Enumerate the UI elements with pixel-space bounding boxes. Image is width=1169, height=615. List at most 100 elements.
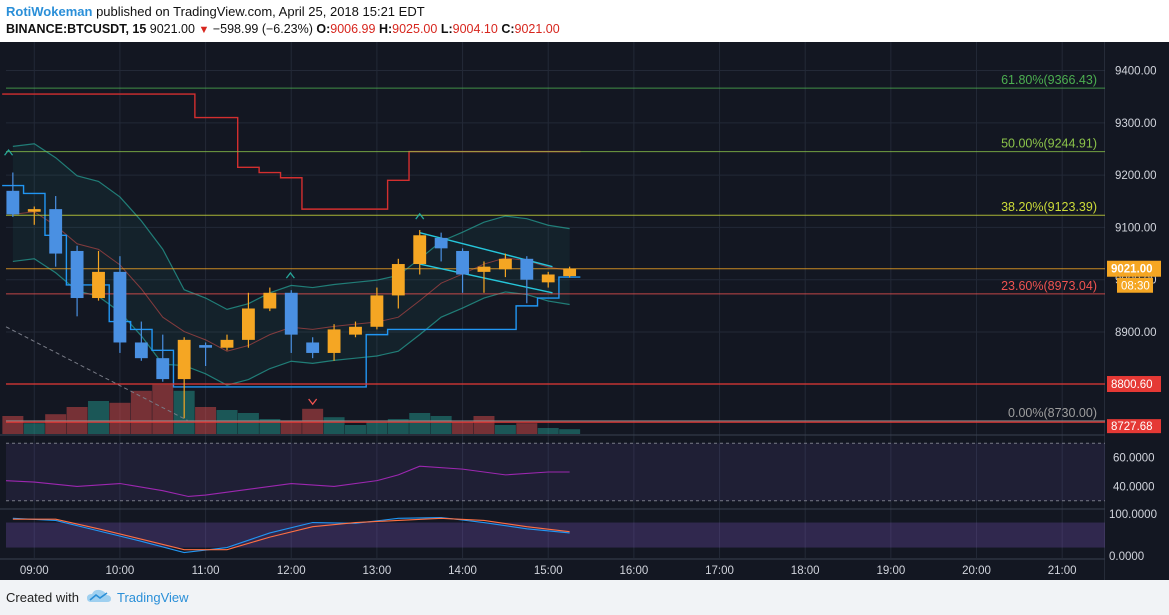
author-link[interactable]: RotiWokeman: [6, 4, 93, 19]
fib-level-label: 0.00%(8730.00): [1008, 406, 1097, 420]
volume-bar: [430, 416, 452, 434]
candle-body: [456, 250, 469, 275]
tradingview-link[interactable]: TradingView: [117, 590, 189, 605]
volume-bar: [130, 390, 152, 434]
time-tick-label: 20:00: [962, 565, 991, 577]
candle-body: [541, 274, 555, 283]
lower-band-line: [12, 258, 570, 386]
candle-body: [477, 266, 491, 272]
candle-body: [220, 339, 234, 348]
volume-bar: [387, 419, 409, 434]
volume-bar: [516, 423, 538, 434]
candle-body: [27, 209, 41, 212]
low-label: L:: [440, 22, 453, 36]
volume-bar: [109, 402, 131, 434]
chart-header: RotiWokeman published on TradingView.com…: [0, 0, 1169, 42]
volume-bar: [23, 423, 45, 434]
fib-level-label: 50.00%(9244.91): [1001, 137, 1097, 151]
high-value: 9025.00: [392, 22, 438, 36]
price-axis[interactable]: 9400.009300.009200.009100.009000.008900.…: [1105, 42, 1169, 580]
buy-signal-icon: [415, 212, 425, 220]
volume-bar: [2, 416, 24, 434]
countdown-badge: [1117, 277, 1153, 293]
volume-bar: [344, 425, 366, 434]
last-price-badge-label: 9021.00: [1111, 264, 1153, 276]
fib-level-label: 61.80%(9366.43): [1001, 73, 1097, 87]
close-value: 9021.00: [514, 22, 560, 36]
price-tick-label: 8900.00: [1115, 327, 1157, 339]
volume-bar: [537, 428, 559, 434]
stoch-k-line: [12, 516, 570, 554]
time-tick-label: 19:00: [876, 565, 905, 577]
open-label: O:: [316, 22, 331, 36]
candle-body: [70, 250, 84, 299]
volume-bar: [494, 425, 516, 434]
last-price-badge: [1107, 260, 1161, 277]
fibonacci-retracement[interactable]: 61.80%(9366.43) 50.00%(9244.91) 38.20%(912…: [6, 73, 1105, 423]
candle-body: [263, 292, 277, 309]
time-tick-label: 10:00: [106, 565, 135, 577]
time-tick-label: 09:00: [20, 565, 49, 577]
volume-bar: [409, 413, 431, 434]
volume-bar: [45, 414, 67, 434]
level-badge-label: 8800.60: [1111, 379, 1153, 391]
price-tick-label: 9300.00: [1115, 118, 1157, 130]
candle-body: [327, 329, 341, 353]
stoch-d-line: [12, 517, 570, 551]
candle-body: [434, 237, 448, 249]
time-tick-label: 21:00: [1048, 565, 1077, 577]
time-axis[interactable]: 09:00 10:00 11:00 12:00 13:00 14:00 15:00 16:00…: [20, 565, 1077, 577]
oscillator-band: [6, 522, 1105, 548]
buy-signal-icon: [285, 271, 295, 279]
band-fill: [12, 143, 570, 386]
last-price: 9021.00: [149, 22, 195, 36]
candle-body: [413, 235, 427, 265]
level-badge: [1107, 419, 1161, 434]
candle-body: [177, 339, 191, 380]
buy-signal-icon: [4, 148, 14, 156]
channel-lower-line: [419, 263, 553, 294]
candlestick-series: [4, 148, 577, 419]
candle-body: [498, 258, 512, 270]
price-change: −598.99 (−6.23%): [212, 22, 313, 36]
price-axis-background: [1105, 42, 1169, 580]
chart-canvas[interactable]: 61.80%(9366.43) 50.00%(9244.91) 38.20%(912…: [0, 42, 1169, 580]
volume-bar: [452, 422, 474, 434]
price-tick-label: 9100.00: [1115, 222, 1157, 234]
candle-body: [563, 268, 577, 277]
volume-bar: [323, 417, 345, 434]
candle-body: [134, 342, 148, 359]
symbol-line: BINANCE:BTCUSDT, 15 9021.00 ▼ −598.99 (−…: [6, 22, 560, 36]
volume-bar: [473, 416, 495, 434]
candle-body: [241, 308, 255, 340]
volume-bar: [88, 401, 110, 434]
candle-body: [284, 292, 298, 335]
candle-body: [156, 358, 170, 380]
rsi-line: [5, 465, 570, 498]
low-value: 9004.10: [452, 22, 498, 36]
published-on-text: published on TradingView.com, April 25, …: [96, 4, 425, 19]
close-label: C:: [501, 22, 515, 36]
time-tick-label: 18:00: [791, 565, 820, 577]
created-with-text: Created with: [6, 590, 79, 605]
volume-bar: [280, 420, 302, 434]
volume-bar: [366, 422, 388, 434]
price-tick-label: 9400.00: [1115, 66, 1157, 78]
price-tick-label: 9200.00: [1115, 170, 1157, 182]
countdown-label: 08:30: [1121, 281, 1150, 293]
time-tick-label: 16:00: [619, 565, 648, 577]
open-value: 9006.99: [330, 22, 376, 36]
volume-bars: [2, 384, 581, 434]
oscillator-tick-label: 0.0000: [1109, 551, 1144, 563]
upper-band-line: [12, 143, 570, 310]
time-tick-label: 17:00: [705, 565, 734, 577]
volume-bar: [237, 413, 259, 434]
candle-body: [49, 209, 63, 254]
level-badge: [1107, 376, 1161, 393]
sell-signal-icon: [308, 398, 318, 406]
candle-body: [113, 271, 127, 343]
candle-body: [391, 264, 405, 296]
cloud-logo-icon: [87, 589, 111, 602]
footer: Created with TradingView: [0, 580, 1169, 615]
time-tick-label: 13:00: [363, 565, 392, 577]
